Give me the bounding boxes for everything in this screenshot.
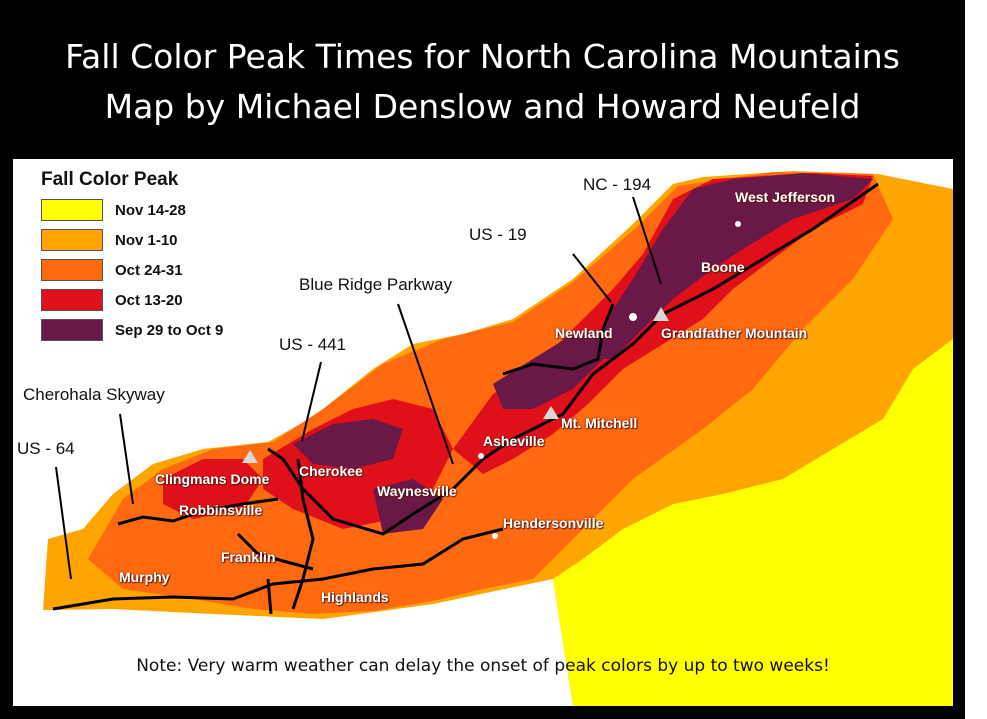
- legend-swatch: [41, 319, 103, 341]
- mountain-marker: [653, 307, 669, 321]
- place-west-jefferson: West Jefferson: [735, 189, 836, 205]
- annotation-nc-194: NC - 194: [583, 175, 652, 194]
- town-marker: [735, 221, 741, 227]
- place-asheville: Asheville: [483, 433, 545, 449]
- road-us-64-franklin: [266, 578, 273, 615]
- place-mt-mitchell: Mt. Mitchell: [561, 415, 638, 431]
- annotation-us-64: US - 64: [17, 439, 75, 458]
- road-us-19: [502, 303, 615, 376]
- zone-sep-29-oct-9-c: [293, 419, 403, 469]
- map-title: Fall Color Peak Times for North Carolina…: [0, 32, 965, 132]
- road-secondary: [236, 532, 314, 571]
- legend-title: Fall Color Peak: [41, 169, 179, 190]
- town-marker: [629, 313, 637, 321]
- annotation-us-441: US - 441: [279, 335, 347, 354]
- road-us-441: [291, 458, 315, 610]
- place-murphy: Murphy: [119, 569, 170, 585]
- place-franklin: Franklin: [221, 549, 276, 565]
- legend-row: Nov 14-28: [41, 195, 223, 225]
- road-cherohala-skyway: [117, 497, 279, 526]
- black-frame: Fall Color Peak Times for North Carolina…: [0, 0, 965, 719]
- legend-label: Nov 14-28: [115, 201, 186, 219]
- legend-swatch: [41, 259, 103, 281]
- legend-label: Oct 13-20: [115, 291, 183, 309]
- place-cherokee: Cherokee: [299, 463, 363, 479]
- map-graphic: [43, 171, 953, 706]
- legend: Fall Color Peak Nov 14-28 Nov 1-10 Oct 2…: [41, 169, 223, 345]
- legend-label: Nov 1-10: [115, 231, 178, 249]
- road-blue-ridge-parkway: [267, 182, 879, 536]
- place-waynesville: Waynesville: [377, 483, 457, 499]
- place-hendersonville: Hendersonville: [503, 515, 604, 531]
- note-text: Note: Very warm weather can delay the on…: [136, 656, 830, 676]
- legend-label: Oct 24-31: [115, 261, 183, 279]
- callout-arrows: [55, 196, 662, 580]
- legend-swatch: [41, 199, 103, 221]
- place-newland: Newland: [555, 325, 613, 341]
- annotation-us-19: US - 19: [469, 225, 527, 244]
- zone-nov-14-28-b: [918, 449, 953, 559]
- legend-swatch: [41, 289, 103, 311]
- annotation-cherohala-skyway: Cherohala Skyway: [23, 385, 165, 404]
- zone-sep-29-oct-9-d: [373, 479, 443, 534]
- place-boone: Boone: [701, 259, 745, 275]
- annotation-blue-ridge-parkway: Blue Ridge Parkway: [299, 275, 453, 294]
- map-panel: Fall Color Peak Nov 14-28 Nov 1-10 Oct 2…: [13, 159, 953, 706]
- title-line-2: Map by Michael Denslow and Howard Neufel…: [104, 87, 861, 126]
- road-us-64: [52, 527, 504, 611]
- zone-oct-13-20: [453, 173, 873, 474]
- mountain-marker: [242, 450, 258, 463]
- place-clingmans-dome: Clingmans Dome: [155, 471, 270, 487]
- legend-row: Oct 13-20: [41, 285, 223, 315]
- legend-label: Sep 29 to Oct 9: [115, 321, 224, 339]
- zone-sep-29-oct-9: [593, 173, 873, 359]
- legend-row: Sep 29 to Oct 9: [41, 315, 223, 345]
- legend-swatch: [41, 229, 103, 251]
- place-grandfather-mountain: Grandfather Mountain: [661, 325, 808, 341]
- title-line-1: Fall Color Peak Times for North Carolina…: [65, 37, 900, 76]
- zone-sep-29-oct-9-b: [493, 329, 603, 409]
- place-highlands: Highlands: [321, 589, 389, 605]
- town-marker: [492, 533, 498, 539]
- zone-nov-14-28: [553, 339, 953, 706]
- legend-row: Nov 1-10: [41, 225, 223, 255]
- place-robbinsville: Robbinsville: [179, 502, 263, 518]
- legend-row: Oct 24-31: [41, 255, 223, 285]
- mountain-marker: [543, 406, 559, 419]
- town-marker: [478, 453, 484, 459]
